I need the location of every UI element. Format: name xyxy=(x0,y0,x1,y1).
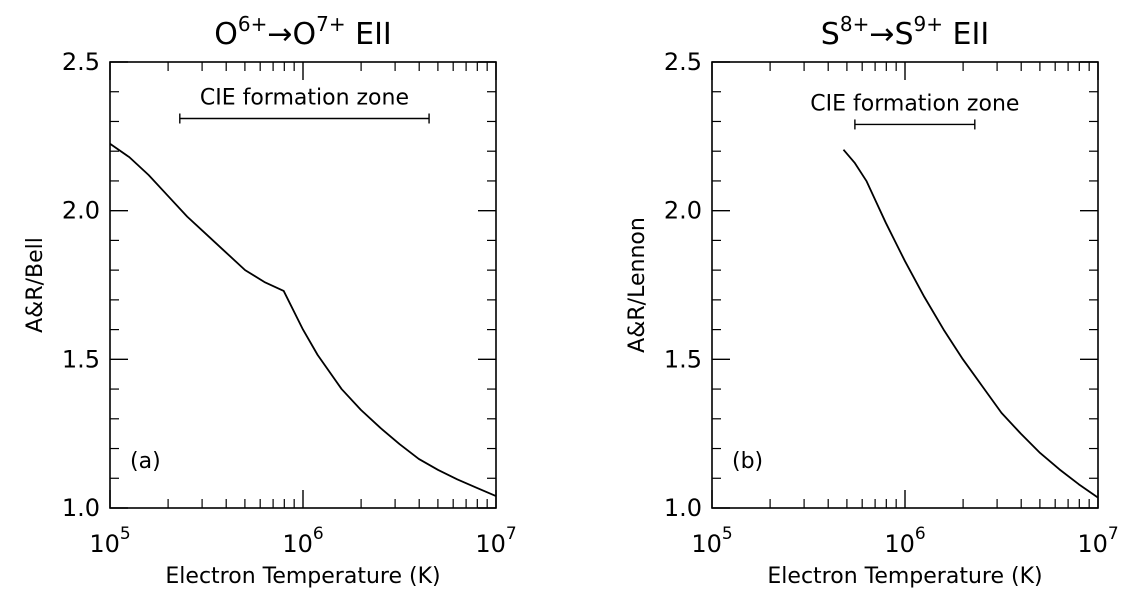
title-arrow-species: →O xyxy=(267,17,316,52)
title-process: EII xyxy=(346,17,392,52)
x-tick-exponent: 6 xyxy=(313,524,324,544)
panel-label: (a) xyxy=(130,449,161,474)
x-tick-base: 10 xyxy=(884,530,915,558)
x-tick-label: 107 xyxy=(475,524,516,558)
x-tick-exponent: 7 xyxy=(1108,524,1119,544)
x-tick-exponent: 5 xyxy=(722,524,733,544)
title-charge-to: 9+ xyxy=(914,12,943,36)
title-process: EII xyxy=(943,17,989,52)
x-tick-base: 10 xyxy=(691,530,722,558)
x-axis-label: Electron Temperature (K) xyxy=(767,564,1042,589)
title-arrow-species: →S xyxy=(869,17,913,52)
cie-zone-label: CIE formation zone xyxy=(810,91,1019,116)
y-axis-label: A&R/Lennon xyxy=(625,217,650,353)
panel-label: (b) xyxy=(732,449,763,474)
y-tick-label: 1.0 xyxy=(62,494,100,522)
x-tick-label: 105 xyxy=(89,524,130,558)
x-tick-base: 10 xyxy=(282,530,313,558)
plot-frame xyxy=(711,61,1099,509)
plot-frame xyxy=(109,61,497,509)
y-tick-label: 1.5 xyxy=(62,345,100,373)
y-tick-label: 2.5 xyxy=(62,48,100,76)
series-line-0 xyxy=(109,143,497,497)
cie-zone-label: CIE formation zone xyxy=(200,85,409,110)
x-tick-label: 107 xyxy=(1077,524,1118,558)
x-tick-exponent: 5 xyxy=(120,524,131,544)
x-tick-base: 10 xyxy=(89,530,120,558)
x-tick-base: 10 xyxy=(475,530,506,558)
y-tick-label: 1.5 xyxy=(664,345,702,373)
x-tick-label: 105 xyxy=(691,524,732,558)
title-charge-to: 7+ xyxy=(316,12,345,36)
x-tick-exponent: 6 xyxy=(915,524,926,544)
chart-title: S8+→S9+ EII xyxy=(821,12,989,52)
title-species: S xyxy=(821,17,840,52)
chart-title: O6+→O7+ EII xyxy=(214,12,392,52)
title-charge-from: 8+ xyxy=(840,12,869,36)
y-tick-label: 1.0 xyxy=(664,494,702,522)
x-axis-label: Electron Temperature (K) xyxy=(165,564,440,589)
x-tick-base: 10 xyxy=(1077,530,1108,558)
x-tick-exponent: 7 xyxy=(506,524,517,544)
x-tick-label: 106 xyxy=(282,524,323,558)
x-tick-label: 106 xyxy=(884,524,925,558)
y-tick-label: 2.5 xyxy=(664,48,702,76)
title-species: O xyxy=(214,17,238,52)
series-line-0 xyxy=(842,149,1099,499)
y-tick-label: 2.0 xyxy=(664,197,702,225)
y-axis-label: A&R/Bell xyxy=(23,237,48,333)
title-charge-from: 6+ xyxy=(238,12,267,36)
y-tick-label: 2.0 xyxy=(62,197,100,225)
